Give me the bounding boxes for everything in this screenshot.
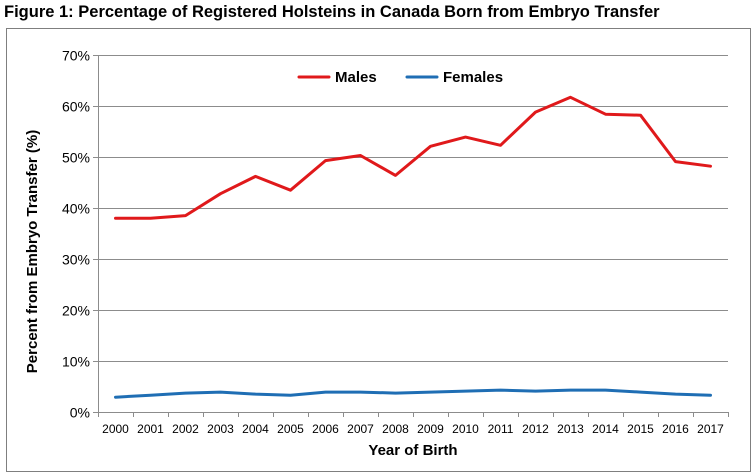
x-tick-label: 2003 bbox=[207, 422, 234, 436]
x-tick-label: 2010 bbox=[452, 422, 479, 436]
line-chart: 0% 10% 20% 30% 40% 50% 60% 70% 2000 2001 2002 2003… bbox=[24, 48, 729, 459]
chart-frame: 0% 10% 20% 30% 40% 50% 60% 70% 2000 2001 2002 2003… bbox=[6, 28, 751, 472]
x-tick-label: 2009 bbox=[417, 422, 444, 436]
x-tick-label: 2005 bbox=[277, 422, 304, 436]
y-tick-label: 60% bbox=[62, 99, 90, 115]
y-tick-label: 30% bbox=[62, 252, 90, 268]
series-lines bbox=[114, 95, 712, 399]
y-tick-label: 70% bbox=[62, 48, 90, 64]
y-axis-title: Percent from Embryo Transfer (%) bbox=[24, 130, 41, 373]
legend-label: Females bbox=[443, 69, 503, 86]
x-tick-label: 2013 bbox=[557, 422, 584, 436]
x-tick-label: 2014 bbox=[592, 422, 619, 436]
y-tick-labels: 0% 10% 20% 30% 40% 50% 60% 70% bbox=[62, 48, 90, 421]
x-tick-label: 2000 bbox=[102, 422, 129, 436]
legend-label: Males bbox=[335, 69, 377, 86]
axes bbox=[98, 55, 729, 417]
x-tick-labels: 2000 2001 2002 2003 2004 2005 2006 2007 2008 2009… bbox=[102, 422, 724, 436]
y-tick-label: 10% bbox=[62, 354, 90, 370]
x-tick-label: 2015 bbox=[627, 422, 654, 436]
x-tick-label: 2006 bbox=[312, 422, 339, 436]
x-tick-label: 2017 bbox=[697, 422, 724, 436]
x-tick-label: 2002 bbox=[172, 422, 199, 436]
series-line-males bbox=[114, 95, 712, 220]
gridlines bbox=[93, 55, 728, 413]
y-tick-label: 40% bbox=[62, 201, 90, 217]
x-tick-label: 2001 bbox=[137, 422, 164, 436]
x-tick-label: 2012 bbox=[522, 422, 549, 436]
y-tick-label: 50% bbox=[62, 150, 90, 166]
x-tick-label: 2008 bbox=[382, 422, 409, 436]
y-tick-label: 0% bbox=[70, 405, 90, 421]
y-tick-label: 20% bbox=[62, 303, 90, 319]
figure-title: Figure 1: Percentage of Registered Holst… bbox=[4, 3, 660, 21]
x-tick-label: 2016 bbox=[662, 422, 689, 436]
x-tick-label: 2007 bbox=[347, 422, 374, 436]
x-tick-label: 2011 bbox=[488, 422, 514, 436]
x-tick-label: 2004 bbox=[242, 422, 269, 436]
x-axis-title: Year of Birth bbox=[368, 442, 457, 459]
legend: Males Females bbox=[297, 69, 503, 86]
series-line-females bbox=[114, 388, 712, 399]
